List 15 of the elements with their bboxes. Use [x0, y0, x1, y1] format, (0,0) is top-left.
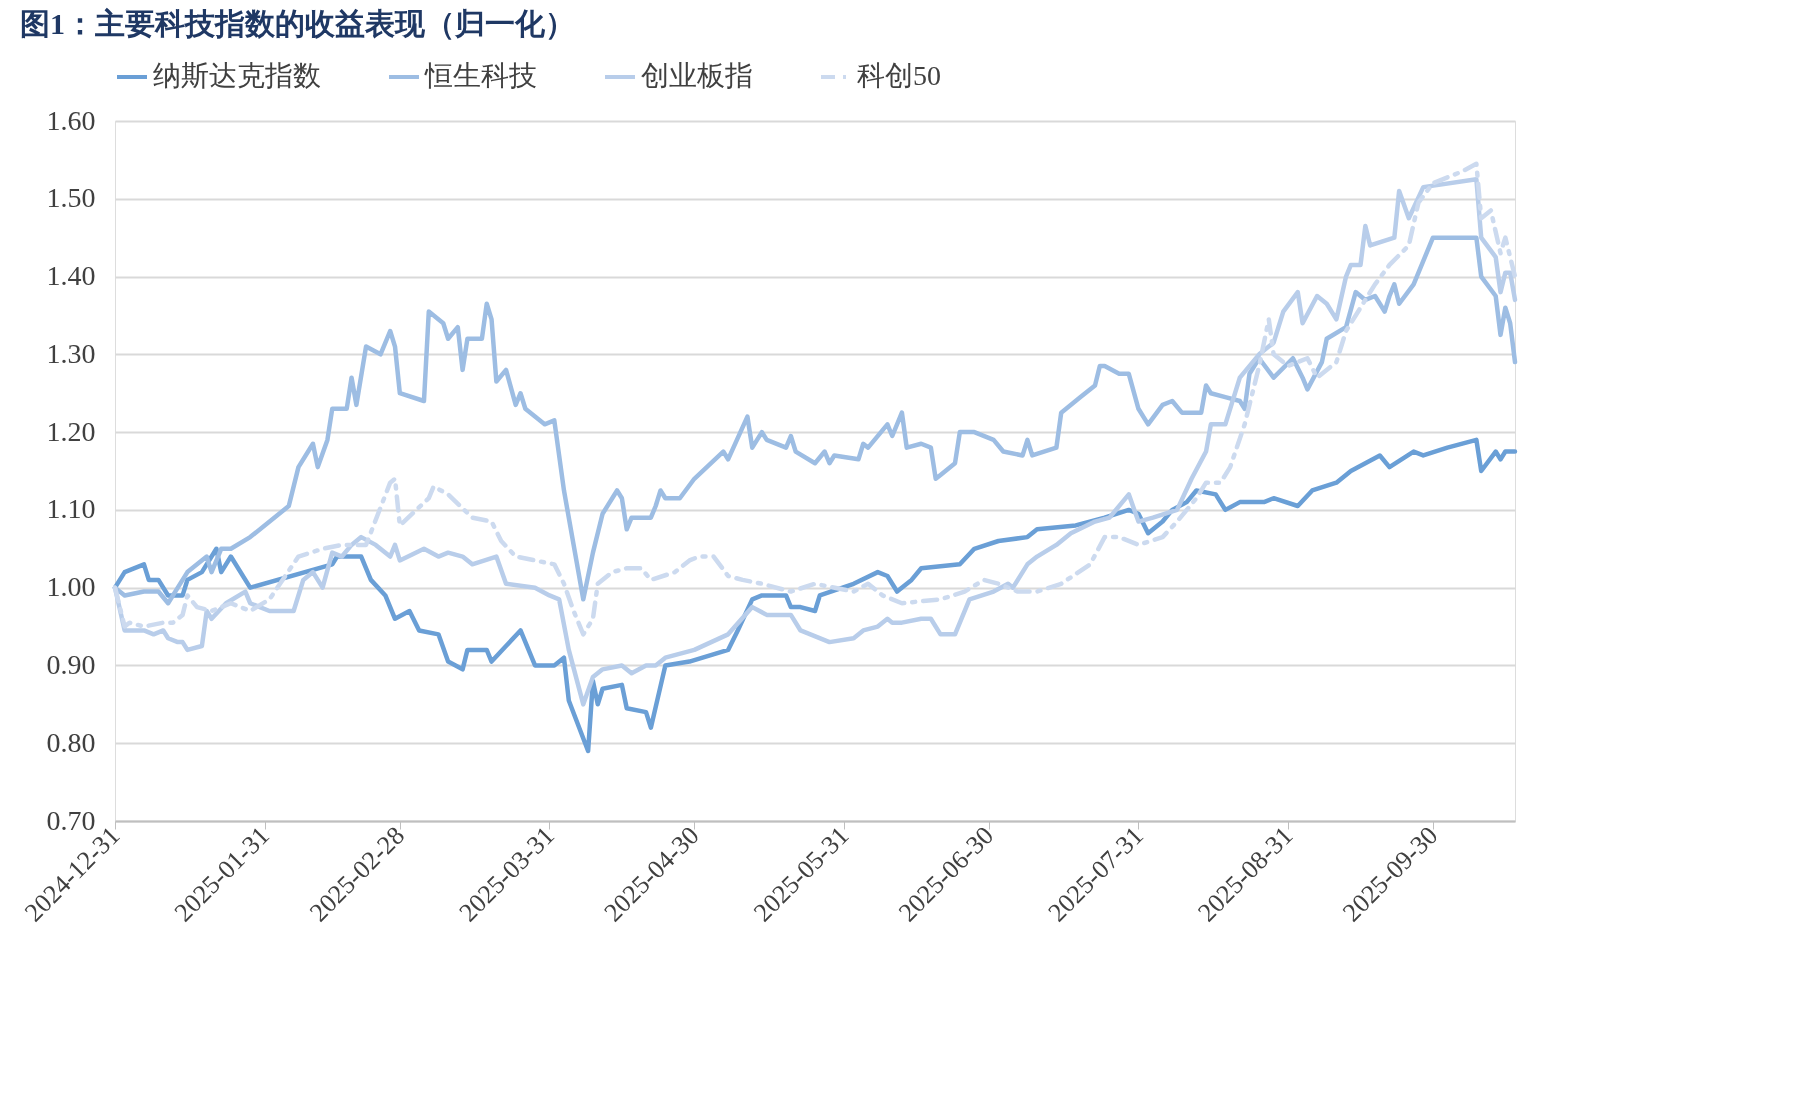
legend-label: 恒生科技 [424, 60, 537, 91]
y-tick-label: 1.00 [46, 571, 96, 603]
chart-title: 图1：主要科技指数的收益表现（归一化） [20, 7, 576, 40]
y-tick-label: 1.20 [46, 415, 96, 447]
y-tick-label: 1.30 [46, 337, 96, 369]
y-tick-label: 1.60 [46, 104, 96, 136]
y-tick-label: 1.10 [46, 493, 96, 525]
y-tick-label: 0.70 [46, 804, 96, 836]
legend-label: 创业板指 [641, 60, 753, 91]
y-tick-label: 1.40 [46, 260, 96, 292]
y-tick-label: 1.50 [46, 182, 96, 214]
y-tick-label: 0.90 [46, 648, 96, 680]
legend-label: 纳斯达克指数 [153, 60, 321, 91]
legend-label: 科创50 [857, 60, 941, 91]
y-tick-label: 0.80 [46, 726, 96, 758]
